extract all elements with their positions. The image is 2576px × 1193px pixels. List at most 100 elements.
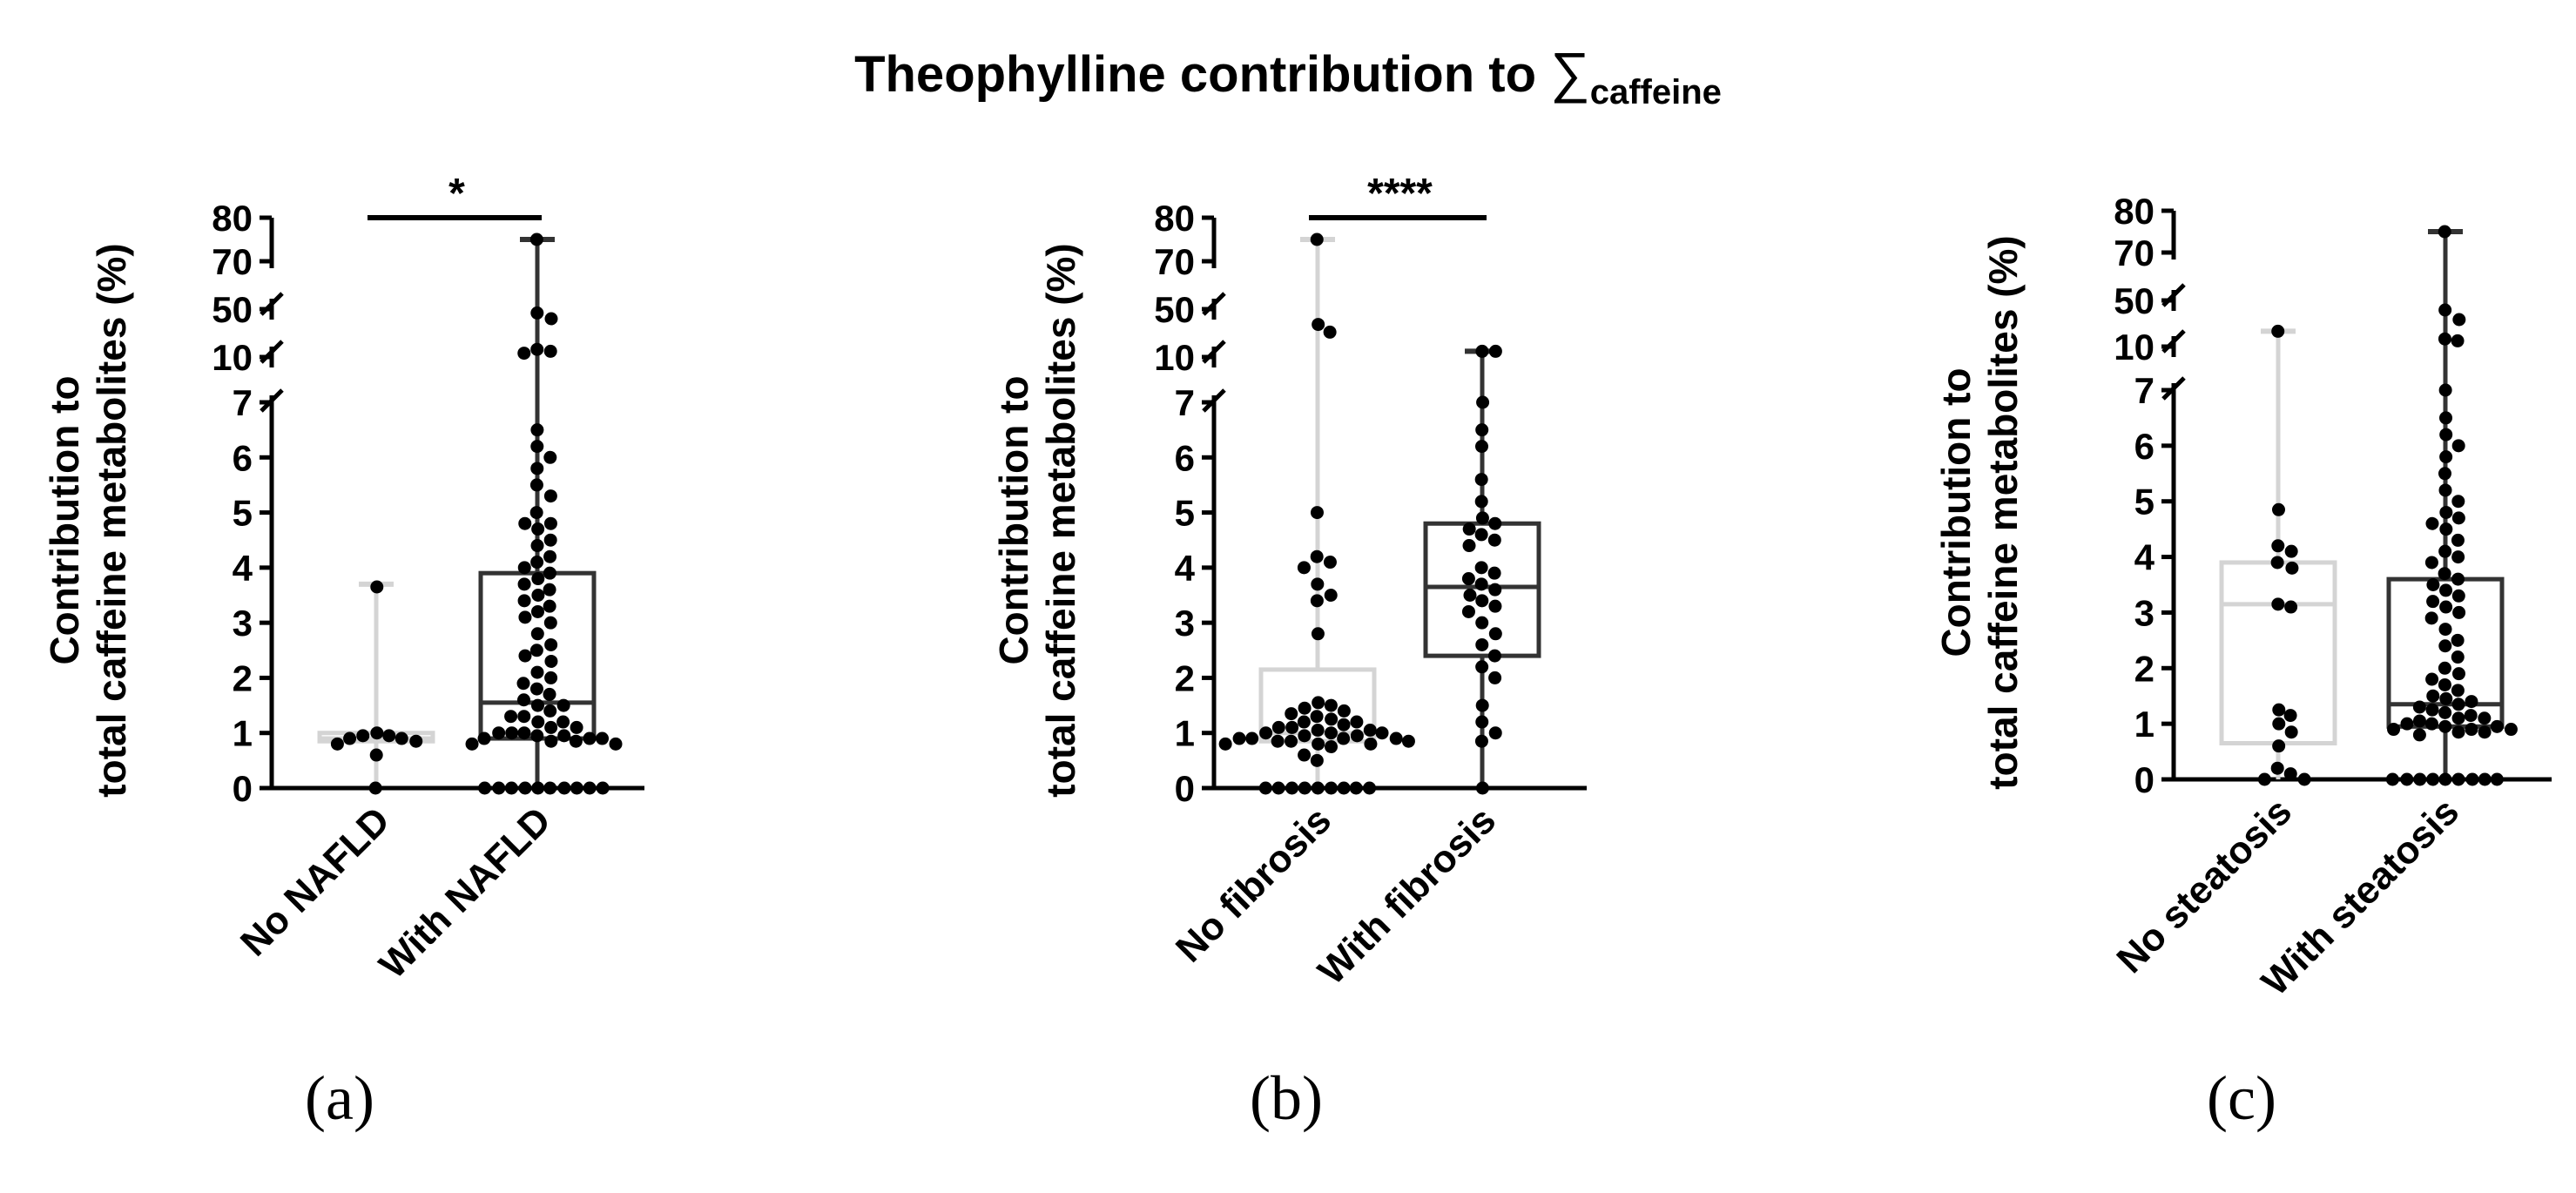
data-point <box>1350 729 1364 743</box>
data-point <box>2284 544 2298 558</box>
y-tick-label: 1 <box>2134 704 2155 745</box>
data-point <box>517 710 531 724</box>
data-point <box>530 539 544 553</box>
data-point <box>2439 583 2453 597</box>
data-point <box>2439 600 2453 614</box>
data-point <box>543 781 557 795</box>
significance-label: **** <box>1367 171 1433 217</box>
data-point <box>2438 623 2452 637</box>
y-tick-label: 5 <box>2134 482 2155 522</box>
data-point <box>518 781 532 795</box>
data-point <box>531 522 545 536</box>
category-label: With NAFLD <box>371 799 559 987</box>
data-point <box>1474 734 1488 748</box>
data-point <box>1488 726 1502 740</box>
data-point <box>2425 672 2439 686</box>
data-point <box>2413 772 2427 786</box>
data-point <box>2451 725 2465 739</box>
data-point <box>518 516 532 530</box>
data-point <box>1285 720 1299 734</box>
y-tick-label: 10 <box>212 337 253 378</box>
data-point <box>529 478 543 492</box>
data-point <box>2504 723 2518 737</box>
data-point <box>1297 715 1311 729</box>
panel-label: (b) <box>1250 1063 1323 1133</box>
data-point <box>1475 616 1489 630</box>
y-axis-label: Contribution tototal caffeine metabolite… <box>1933 235 2026 789</box>
data-point <box>530 604 544 618</box>
data-point <box>517 577 531 591</box>
data-point <box>2451 633 2465 647</box>
data-point <box>1298 781 1312 795</box>
data-point <box>1488 671 1502 684</box>
data-point <box>1324 698 1338 712</box>
data-point <box>492 726 506 740</box>
data-point <box>2297 772 2311 786</box>
data-point <box>2283 767 2297 781</box>
y-tick-label: 6 <box>2134 426 2155 467</box>
data-point <box>2438 705 2452 719</box>
y-tick-label: 50 <box>212 289 253 330</box>
data-point <box>557 729 571 743</box>
data-point <box>543 566 556 580</box>
data-point <box>596 731 610 745</box>
y-tick-label: 70 <box>1154 241 1195 282</box>
data-point <box>504 781 518 795</box>
data-point <box>382 729 396 743</box>
data-point <box>1285 734 1298 748</box>
data-point <box>2464 709 2478 723</box>
data-point <box>1474 577 1488 591</box>
data-point <box>1363 724 1377 738</box>
data-point <box>1474 561 1488 575</box>
data-point <box>1312 737 1325 751</box>
data-point <box>1363 781 1377 795</box>
data-point <box>529 233 543 246</box>
data-point <box>543 583 556 596</box>
data-point <box>2271 324 2285 338</box>
data-point <box>2439 522 2453 536</box>
figure-title-subscript: caffeine <box>1590 73 1722 111</box>
data-point <box>569 734 583 748</box>
y-axis-label-line2: total caffeine metabolites (%) <box>89 243 134 797</box>
data-point <box>2438 719 2452 733</box>
data-point <box>1349 781 1363 795</box>
data-point <box>583 731 597 745</box>
significance-label: * <box>448 171 465 217</box>
data-point <box>2426 689 2440 703</box>
data-point <box>544 671 558 684</box>
data-point <box>1475 781 1489 795</box>
data-point <box>2451 684 2465 698</box>
data-point <box>1375 726 1389 740</box>
data-point <box>596 781 610 795</box>
data-point <box>2438 544 2452 558</box>
y-tick-label: 0 <box>233 768 253 809</box>
data-point <box>1271 734 1285 748</box>
data-point <box>2451 334 2465 347</box>
data-point <box>1475 594 1489 608</box>
y-tick-label: 7 <box>233 382 253 423</box>
data-point <box>1488 583 1502 596</box>
y-tick-label: 80 <box>212 198 253 239</box>
data-point <box>1337 781 1351 795</box>
y-tick-label: 80 <box>1154 198 1195 239</box>
data-point <box>2271 539 2285 553</box>
y-tick-label: 10 <box>2114 327 2155 367</box>
y-tick-label: 10 <box>1154 337 1195 378</box>
data-point <box>1487 649 1501 663</box>
data-point <box>2451 589 2465 603</box>
data-point <box>1461 604 1475 618</box>
y-tick-label: 0 <box>2134 759 2155 800</box>
y-tick-label: 3 <box>233 603 253 644</box>
data-point <box>1311 577 1325 591</box>
data-point <box>583 781 597 795</box>
data-point <box>1325 712 1339 726</box>
data-point <box>530 342 544 356</box>
data-point <box>2438 225 2451 239</box>
data-point <box>2451 495 2465 509</box>
data-point <box>2451 711 2465 725</box>
data-point <box>1298 729 1312 743</box>
data-point <box>1462 522 1476 536</box>
